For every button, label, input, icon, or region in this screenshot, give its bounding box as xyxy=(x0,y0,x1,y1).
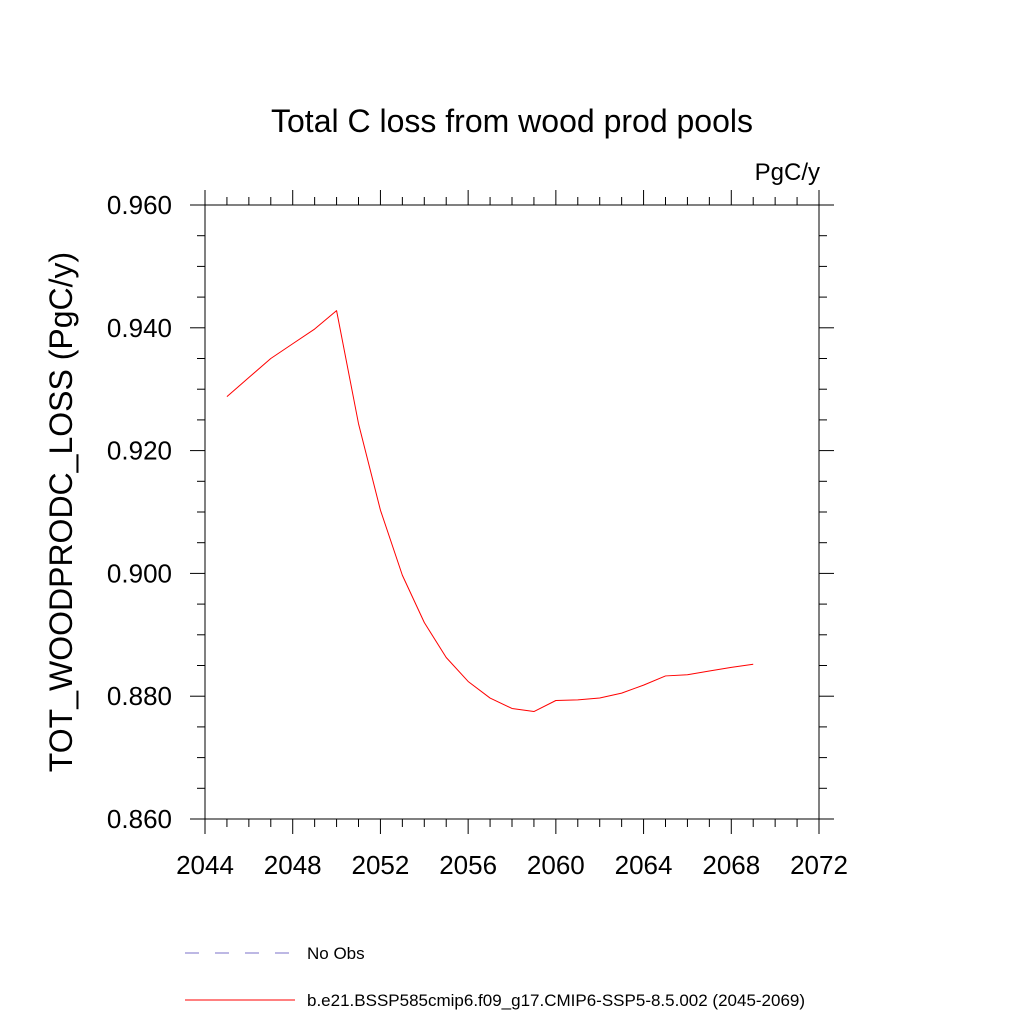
x-tick-label: 2068 xyxy=(702,850,760,880)
x-tick-label: 2060 xyxy=(527,850,585,880)
units-label: PgC/y xyxy=(755,159,820,186)
x-tick-label: 2072 xyxy=(790,850,848,880)
series-line xyxy=(226,310,754,713)
plot-frame xyxy=(204,204,820,820)
y-tick-label: 0.860 xyxy=(107,804,172,834)
axis-tick-labels: 2044 2048 2052 2056 2060 2064 2068 2072 0.860 0.8… xyxy=(107,190,848,880)
y-tick-label: 0.900 xyxy=(107,558,172,588)
y-tick-label: 0.940 xyxy=(107,313,172,343)
y-tick-label: 0.880 xyxy=(107,681,172,711)
x-tick-label: 2052 xyxy=(352,850,410,880)
x-tick-label: 2056 xyxy=(439,850,497,880)
legend-label-model-run: b.e21.BSSP585cmip6.f09_g17.CMIP6-SSP5-8.… xyxy=(307,991,805,1010)
axis-ticks xyxy=(190,190,834,834)
series-lines xyxy=(226,310,754,713)
legend-label-no-obs: No Obs xyxy=(307,944,365,963)
x-tick-label: 2048 xyxy=(264,850,322,880)
chart-title: Total C loss from wood prod pools xyxy=(271,103,753,139)
y-tick-label: 0.920 xyxy=(107,436,172,466)
x-tick-label: 2064 xyxy=(615,850,673,880)
y-axis-label: TOT_WOODPRODC_LOSS (PgC/y) xyxy=(43,252,79,772)
y-tick-label: 0.960 xyxy=(107,190,172,220)
legend: No Obs b.e21.BSSP585cmip6.f09_g17.CMIP6-… xyxy=(185,944,805,1010)
x-tick-label: 2044 xyxy=(176,850,234,880)
